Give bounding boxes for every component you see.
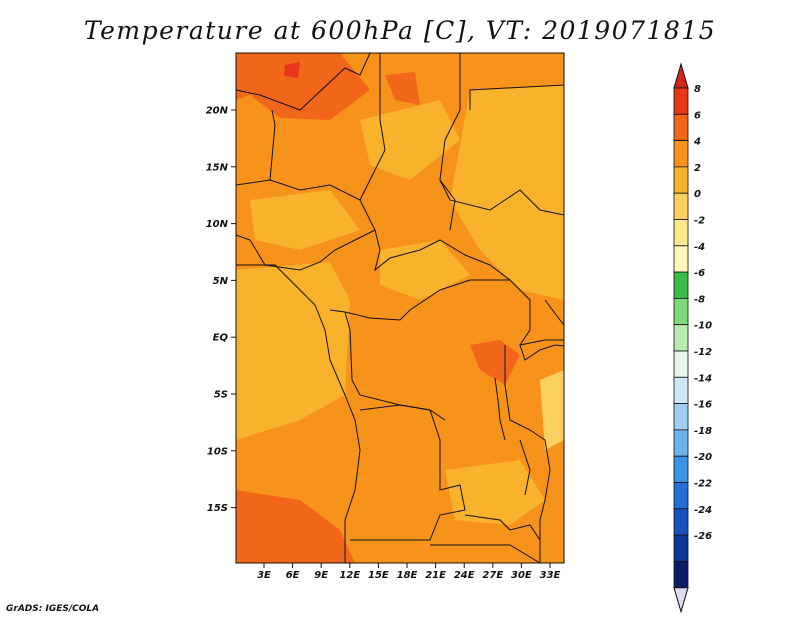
lon-label: 24E <box>454 570 475 581</box>
longitude-axis: 3E 6E 9E 12E 15E 18E 21E 24E 27E 30E 33E <box>257 563 561 581</box>
lon-label: 6E <box>286 570 300 581</box>
country-borders <box>236 53 564 563</box>
colorbar-max-arrow <box>673 62 689 89</box>
colorbar-swatch <box>673 403 689 431</box>
field-northeast <box>450 85 564 300</box>
field-zambia <box>445 460 545 525</box>
field-namibia-warm <box>236 490 355 563</box>
colorbar-swatch <box>673 245 689 273</box>
lon-label: 12E <box>339 570 360 581</box>
field-east-light <box>540 370 564 450</box>
field-sahara-warm <box>236 53 370 120</box>
colorbar-swatch <box>673 508 689 536</box>
colorbar-label: 4 <box>693 137 701 148</box>
lat-label: 5S <box>214 390 228 401</box>
lat-label: 10S <box>207 446 228 457</box>
colorbar-swatch <box>673 350 689 378</box>
colorbar-swatch <box>673 113 689 142</box>
colorbar-label: -2 <box>694 216 705 227</box>
field-nigeria <box>250 190 360 250</box>
colorbar-swatch <box>673 482 689 510</box>
lat-label: 5N <box>213 276 229 287</box>
grads-credit: GrADS: IGES/COLA <box>6 604 100 614</box>
colorbar-label: 0 <box>694 189 701 200</box>
colorbar-swatch <box>673 561 689 589</box>
colorbar-label: 6 <box>694 110 701 121</box>
colorbar-swatch <box>673 376 689 404</box>
temperature-field <box>236 53 564 563</box>
map-frame <box>235 52 565 564</box>
colorbar-swatch <box>673 455 689 483</box>
colorbar-label: -16 <box>694 400 712 411</box>
colorbar-swatch <box>673 166 689 194</box>
colorbar-swatch <box>673 534 689 562</box>
colorbar-label: -18 <box>694 426 712 437</box>
lon-label: 21E <box>425 570 446 581</box>
colorbar-swatch <box>673 140 689 168</box>
colorbar-swatch <box>673 297 689 326</box>
lon-label: 33E <box>540 570 561 581</box>
field-hot-spot <box>284 62 300 78</box>
lon-label: 9E <box>314 570 328 581</box>
colorbar-label: 8 <box>694 84 701 95</box>
colorbar-label: -20 <box>694 452 712 463</box>
colorbar-swatch <box>673 271 689 299</box>
lon-label: 30E <box>511 570 532 581</box>
lat-label: 15N <box>206 162 229 173</box>
colorbar-label: -22 <box>694 479 712 490</box>
field-west-coast <box>236 262 350 440</box>
colorbar-label: -12 <box>694 347 712 358</box>
lon-label: 15E <box>368 570 389 581</box>
field-algeria-warm <box>385 72 420 105</box>
colorbar-swatch <box>673 429 689 457</box>
colorbar-swatch <box>673 219 689 247</box>
lon-label: 18E <box>397 570 418 581</box>
lon-label: 3E <box>257 570 271 581</box>
colorbar-label: -10 <box>694 321 712 332</box>
field-rwanda-warm <box>470 340 520 385</box>
lat-label: 15S <box>207 503 228 514</box>
lat-label: 20N <box>206 106 229 117</box>
colorbar-label: -24 <box>694 505 712 516</box>
lon-label: 27E <box>482 570 503 581</box>
colorbar-label: -8 <box>694 294 705 305</box>
colorbar-swatch <box>673 324 689 352</box>
colorbar-label: -14 <box>694 373 712 384</box>
colorbar-swatch <box>673 87 689 115</box>
lat-label: EQ <box>213 333 229 344</box>
colorbar-min-arrow <box>673 587 689 614</box>
colorbar-label: -4 <box>694 242 705 253</box>
colorbar-label: -26 <box>694 531 712 542</box>
colorbar-swatch <box>673 192 689 220</box>
colorbar-label: -6 <box>694 268 705 279</box>
latitude-axis: 20N 15N 10N 5N EQ 5S 10S 15S <box>206 106 236 514</box>
colorbar-label: 2 <box>694 163 701 174</box>
map-title: Temperature at 600hPa [C], VT: 201907181… <box>83 16 717 45</box>
colorbar: 8 6 4 2 0 -2 -4 -6 -8 -10 -12 -14 -16 -18 -20 -22 -24 -26 <box>673 62 712 614</box>
lat-label: 10N <box>206 219 229 230</box>
field-niger-chad <box>360 100 460 180</box>
